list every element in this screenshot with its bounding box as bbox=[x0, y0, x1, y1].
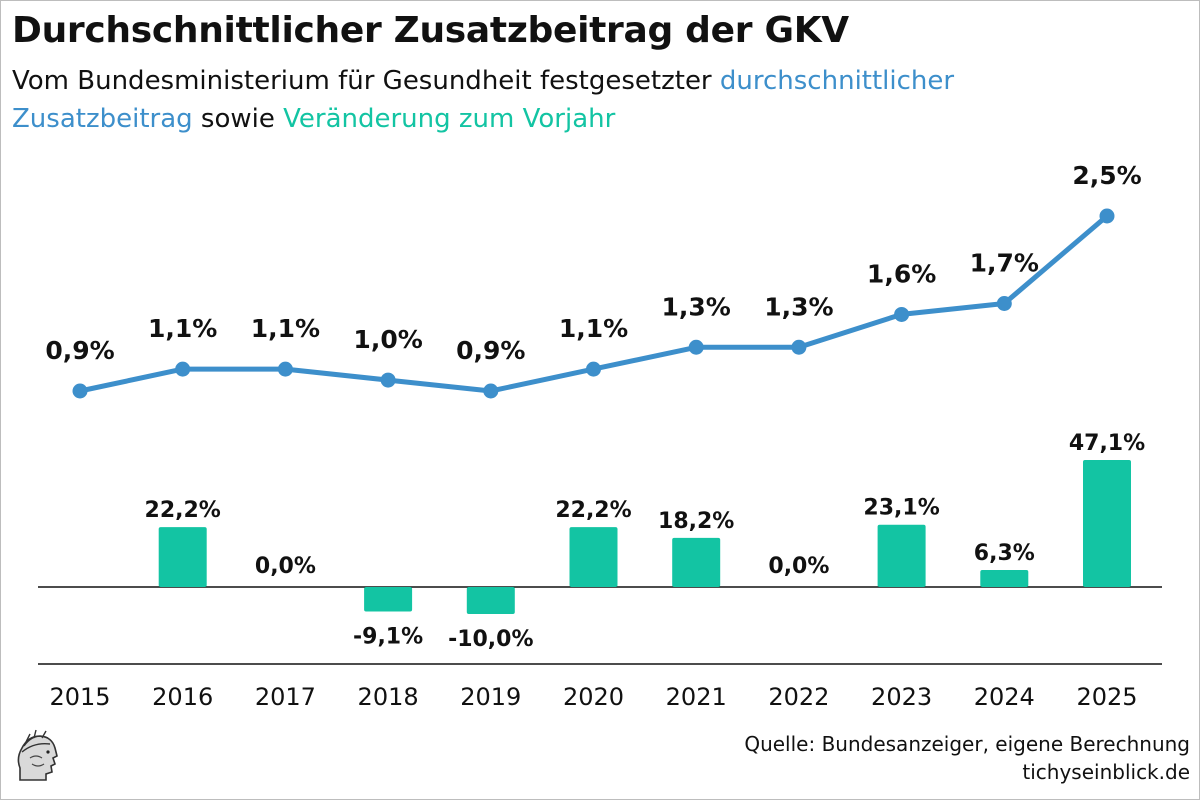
line-label-2023: 1,6% bbox=[867, 259, 936, 288]
line-point-2021 bbox=[688, 339, 704, 355]
bar-label-2022: 0,0% bbox=[768, 554, 829, 579]
x-tick-2022: 2022 bbox=[768, 683, 829, 711]
x-tick-2020: 2020 bbox=[563, 683, 624, 711]
line-label-2024: 1,7% bbox=[970, 249, 1039, 278]
line-label-2015: 0,9% bbox=[45, 336, 114, 365]
bar-label-2019: -10,0% bbox=[448, 627, 533, 652]
x-tick-2016: 2016 bbox=[152, 683, 213, 711]
x-tick-2025: 2025 bbox=[1076, 683, 1137, 711]
line-point-2022 bbox=[791, 339, 807, 355]
line-label-2020: 1,1% bbox=[559, 314, 628, 343]
line-label-2022: 1,3% bbox=[764, 292, 833, 321]
source-line: Quelle: Bundesanzeiger, eigene Berechnun… bbox=[744, 732, 1190, 756]
line-point-2017 bbox=[277, 361, 293, 377]
x-tick-2017: 2017 bbox=[255, 683, 316, 711]
x-tick-2024: 2024 bbox=[974, 683, 1035, 711]
source-note: Quelle: Bundesanzeiger, eigene Berechnun… bbox=[744, 730, 1190, 786]
bar-label-2020: 22,2% bbox=[555, 498, 631, 523]
x-tick-2015: 2015 bbox=[49, 683, 110, 711]
line-label-2025: 2,5% bbox=[1072, 161, 1141, 190]
bar-change-2024 bbox=[980, 570, 1029, 587]
bar-change-2016 bbox=[158, 527, 207, 587]
x-tick-2021: 2021 bbox=[666, 683, 727, 711]
bar-change-2025 bbox=[1083, 460, 1131, 587]
bar-label-2016: 22,2% bbox=[145, 498, 221, 523]
line-point-2015 bbox=[72, 383, 88, 399]
line-point-2019 bbox=[483, 383, 499, 399]
bar-label-2025: 47,1% bbox=[1069, 431, 1145, 456]
chart-title: Durchschnittlicher Zusatzbeitrag der GKV bbox=[12, 10, 849, 51]
x-tick-2019: 2019 bbox=[460, 683, 521, 711]
line-point-2023 bbox=[894, 306, 910, 322]
line-point-2025 bbox=[1099, 208, 1115, 224]
subtitle-part2: sowie bbox=[192, 104, 284, 134]
line-label-2016: 1,1% bbox=[148, 314, 217, 343]
chart-subtitle: Vom Bundesministerium für Gesundheit fes… bbox=[12, 62, 1112, 138]
bar-change-2020 bbox=[569, 527, 618, 587]
line-point-2020 bbox=[586, 361, 601, 377]
tichys-einblick-head-logo bbox=[10, 728, 62, 786]
subtitle-line-series: durchschnittlicher Zusatzbeitrag bbox=[12, 66, 955, 134]
line-point-2024 bbox=[996, 296, 1012, 311]
line-label-2019: 0,9% bbox=[456, 336, 525, 365]
bar-change-2021 bbox=[672, 537, 721, 587]
bar-label-2018: -9,1% bbox=[353, 625, 423, 650]
subtitle-part1: Vom Bundesministerium für Gesundheit fes… bbox=[12, 66, 720, 96]
bar-change-2023 bbox=[877, 524, 926, 587]
website-line: tichyseinblick.de bbox=[1022, 760, 1190, 784]
bar-label-2017: 0,0% bbox=[255, 554, 316, 579]
line-label-2021: 1,3% bbox=[662, 292, 731, 321]
line-point-2016 bbox=[175, 361, 191, 377]
line-point-2018 bbox=[380, 372, 396, 388]
bar-label-2024: 6,3% bbox=[974, 541, 1035, 566]
bar-change-2018 bbox=[364, 587, 413, 612]
line-label-2018: 1,0% bbox=[353, 325, 422, 354]
bar-change-2019 bbox=[466, 587, 515, 614]
line-label-2017: 1,1% bbox=[251, 314, 320, 343]
bar-label-2023: 23,1% bbox=[863, 496, 939, 521]
x-tick-2018: 2018 bbox=[358, 683, 419, 711]
x-tick-2023: 2023 bbox=[871, 683, 932, 711]
subtitle-bar-series: Veränderung zum Vorjahr bbox=[283, 104, 616, 134]
bar-label-2021: 18,2% bbox=[658, 509, 734, 534]
